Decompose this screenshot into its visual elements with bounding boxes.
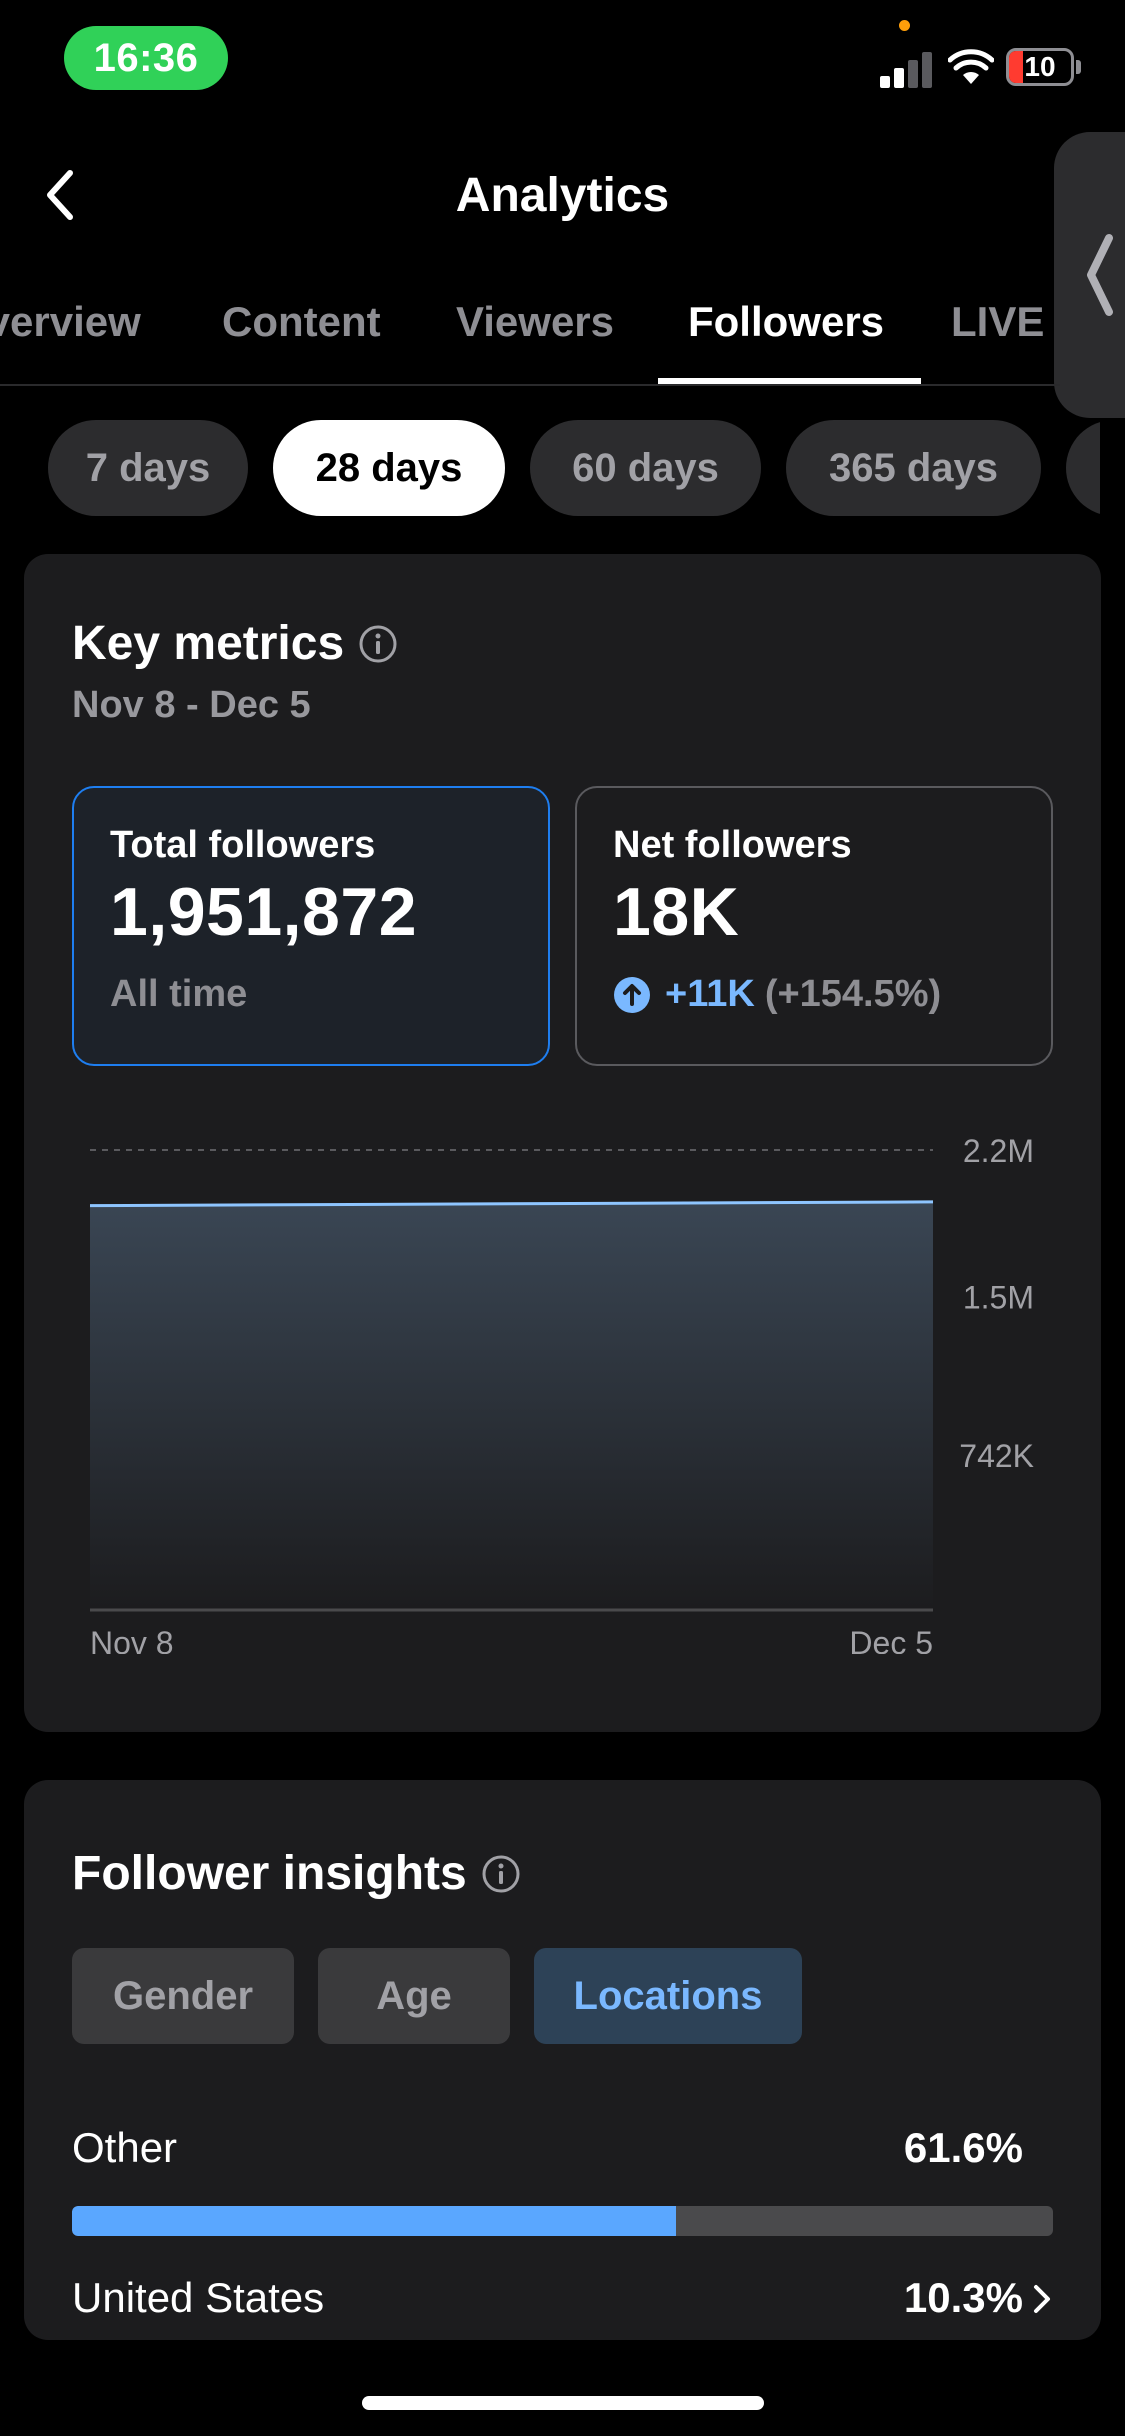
key-metrics-card: Key metrics Nov 8 - Dec 5 Total follower… <box>24 554 1101 1732</box>
key-metrics-header: Key metrics <box>72 616 398 671</box>
chevron-right-icon <box>1034 2285 1050 2313</box>
total-followers-card[interactable]: Total followers 1,951,872 All time <box>72 786 550 1066</box>
analytics-tabs: Overview Content Viewers Followers LIVE <box>0 286 1060 386</box>
location-progress-bar <box>72 2206 1053 2236</box>
follower-insights-title: Follower insights <box>72 1847 467 1900</box>
page-title: Analytics <box>455 169 670 222</box>
period-60-days[interactable]: 60 days <box>530 420 761 516</box>
period-selector: 7 days 28 days 60 days 365 days <box>0 420 1100 520</box>
active-tab-underline <box>658 378 921 384</box>
status-bar: 16:36 10 <box>0 0 1125 120</box>
location-name: Other <box>72 2124 178 2171</box>
arrow-up-circle-icon <box>614 976 650 1013</box>
location-name: United States <box>72 2274 325 2321</box>
net-followers-value: 18K <box>613 874 740 950</box>
side-panel-handle[interactable] <box>1054 132 1125 418</box>
period-more[interactable] <box>1066 420 1100 516</box>
net-followers-card[interactable]: Net followers 18K +11K (+154.5%) <box>575 786 1053 1066</box>
period-28-days[interactable]: 28 days <box>273 420 505 516</box>
tab-viewers[interactable]: Viewers <box>456 298 615 345</box>
location-value: 61.6% <box>903 2124 1023 2171</box>
tab-followers[interactable]: Followers <box>688 298 885 345</box>
series-line <box>89 1200 934 1208</box>
tab-overview[interactable]: Overview <box>0 298 141 345</box>
all-time-label: All time <box>110 973 248 1015</box>
date-range: Nov 8 - Dec 5 <box>72 684 311 726</box>
location-progress-fill <box>72 2206 677 2236</box>
change-percent: (+154.5%) <box>764 973 942 1015</box>
wifi-icon <box>948 49 994 84</box>
y-tick-label: 1.5M <box>963 1279 1034 1315</box>
follower-insights-card: Follower insights Gender Age Locations O… <box>24 1780 1101 2340</box>
home-indicator[interactable] <box>362 2396 764 2410</box>
tab-content[interactable]: Content <box>222 298 381 345</box>
tab-live[interactable]: LIVE <box>951 298 1045 345</box>
status-time: 16:36 <box>64 26 228 90</box>
area-fill <box>90 1201 933 1610</box>
net-followers-change: +11K (+154.5%) <box>613 973 1015 1016</box>
key-metrics-title: Key metrics <box>72 617 345 670</box>
battery-icon: 10 <box>1006 48 1074 86</box>
cellular-signal-icon <box>880 50 934 88</box>
follower-insights-header: Follower insights <box>72 1846 521 1901</box>
battery-level: 10 <box>1024 51 1056 82</box>
tabs-divider <box>0 384 1060 386</box>
chevron-left-icon <box>47 170 73 220</box>
period-365-days[interactable]: 365 days <box>786 420 1041 516</box>
battery-cap <box>1076 60 1081 74</box>
total-followers-label: Total followers <box>110 824 376 866</box>
followers-area-chart[interactable]: 2.2M 1.5M 742K Nov 8 Dec 5 <box>24 1114 1101 1654</box>
chevron-left-icon <box>1087 234 1113 316</box>
segment-locations[interactable]: Locations <box>534 1948 802 2044</box>
y-tick-label: 742K <box>959 1438 1034 1474</box>
change-value: +11K <box>665 973 755 1015</box>
segment-gender[interactable]: Gender <box>72 1948 294 2044</box>
total-followers-note: All time <box>110 973 512 1016</box>
net-followers-label: Net followers <box>613 824 852 866</box>
period-7-days[interactable]: 7 days <box>48 420 248 516</box>
y-tick-label: 2.2M <box>963 1133 1034 1169</box>
back-button[interactable] <box>40 160 90 230</box>
x-tick-label: Nov 8 <box>90 1625 174 1654</box>
mic-indicator-icon <box>899 20 910 31</box>
info-icon[interactable] <box>481 1854 521 1894</box>
segment-age[interactable]: Age <box>318 1948 510 2044</box>
total-followers-value: 1,951,872 <box>110 874 418 950</box>
info-icon[interactable] <box>358 624 398 664</box>
x-tick-label: Dec 5 <box>849 1625 933 1654</box>
location-value: 10.3% <box>903 2274 1023 2321</box>
